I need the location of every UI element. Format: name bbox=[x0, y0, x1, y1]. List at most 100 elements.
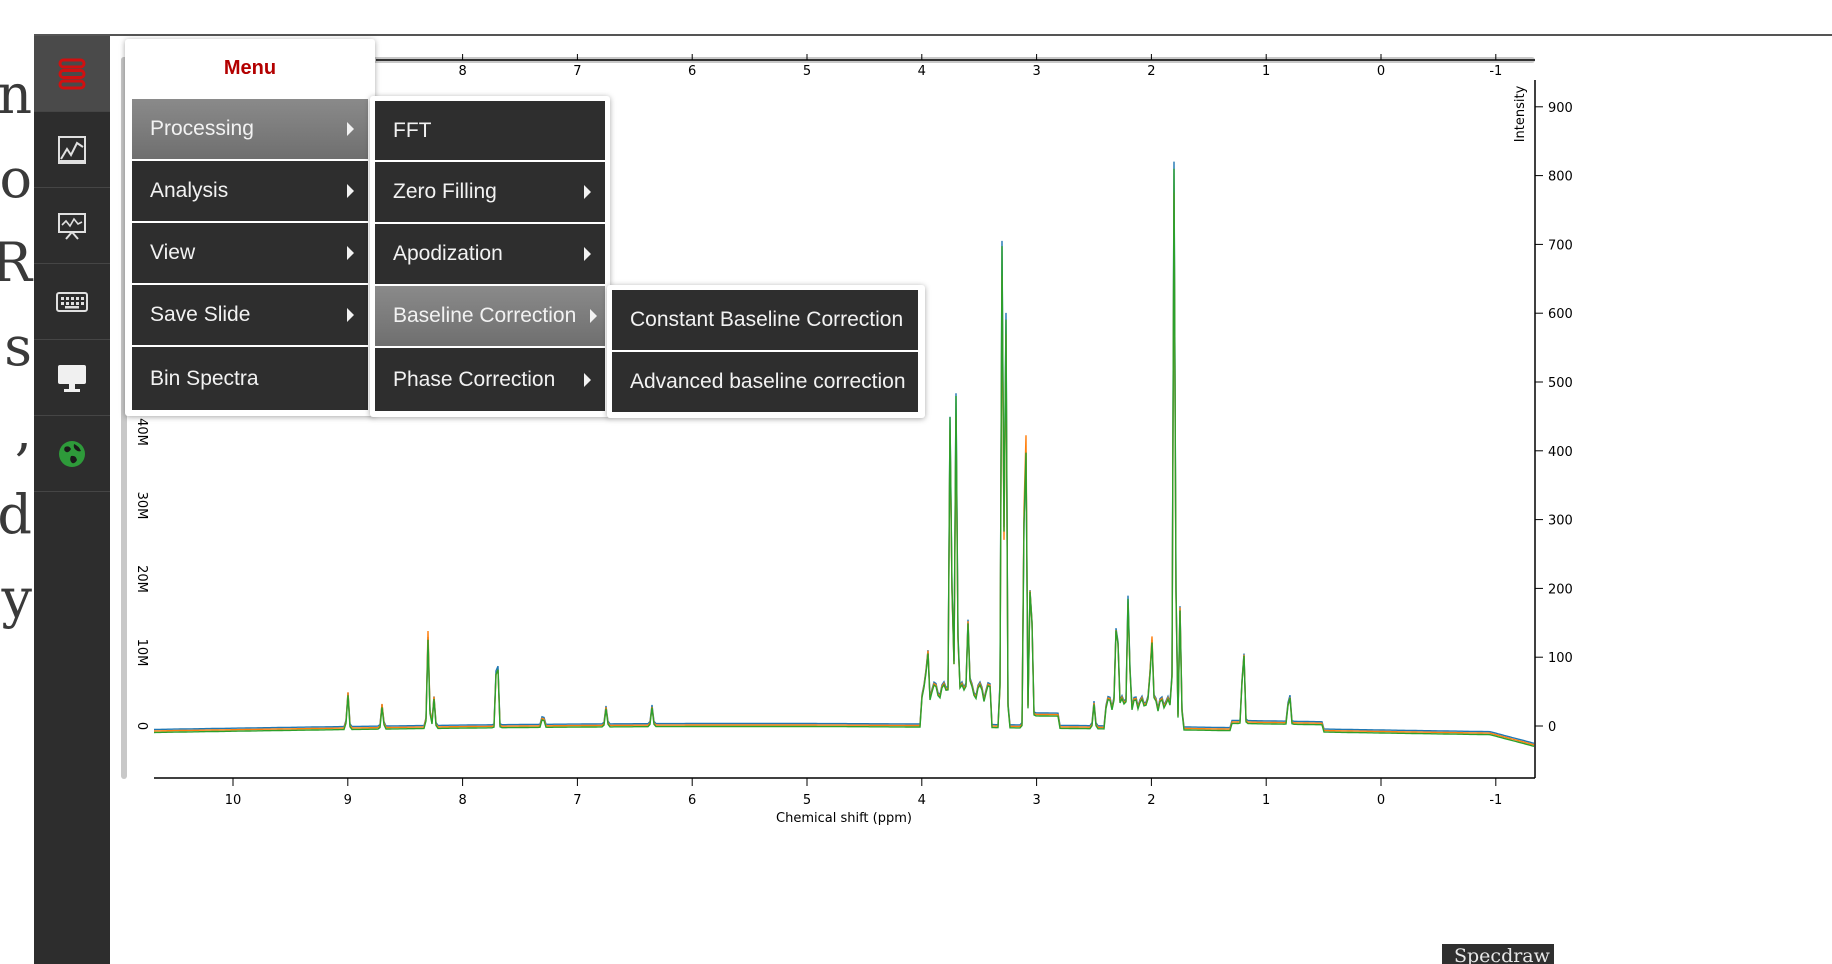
menu-item-fft[interactable]: FFT bbox=[375, 101, 605, 160]
presentation-button[interactable] bbox=[34, 188, 110, 264]
submenu-arrow-icon bbox=[347, 184, 354, 198]
submenu-arrow-icon bbox=[347, 122, 354, 136]
right-y-tick-label: 100 bbox=[1548, 651, 1573, 666]
side-letter: n bbox=[0, 63, 32, 126]
right-y-tick-label: 400 bbox=[1548, 445, 1573, 460]
menu-item-bin-spectra[interactable]: Bin Spectra bbox=[132, 347, 368, 410]
x-tick-label: 1 bbox=[1262, 793, 1270, 808]
y-axis-label: Intensity bbox=[1513, 85, 1528, 142]
submenu-arrow-icon bbox=[584, 185, 591, 199]
menu-item-label: Constant Baseline Correction bbox=[630, 308, 904, 331]
right-y-tick-label: 700 bbox=[1548, 238, 1573, 253]
side-letter: y bbox=[1, 567, 32, 630]
menu-item-analysis[interactable]: Analysis bbox=[132, 161, 368, 221]
menu-item-zero-filling[interactable]: Zero Filling bbox=[375, 162, 605, 222]
top-x-tick-label: 2 bbox=[1147, 64, 1155, 79]
top-x-tick-label: 1 bbox=[1262, 64, 1270, 79]
menu-item-constant-baseline-correction[interactable]: Constant Baseline Correction bbox=[612, 290, 918, 350]
menu-item-label: FFT bbox=[393, 118, 432, 142]
submenu-arrow-icon bbox=[347, 308, 354, 322]
left-y-tick-label: 10M bbox=[134, 639, 149, 667]
menu-item-advanced-baseline-correction[interactable]: Advanced baseline correction bbox=[612, 352, 918, 412]
baseline-submenu: Constant Baseline Correction Advanced ba… bbox=[607, 285, 925, 418]
menu-item-label: Phase Correction bbox=[393, 367, 556, 391]
x-axis-label: Chemical shift (ppm) bbox=[776, 811, 912, 826]
menu-title: Menu bbox=[223, 56, 277, 79]
line-chart-icon bbox=[58, 135, 86, 164]
x-tick-label: 8 bbox=[458, 793, 466, 808]
menu-item-label: Apodization bbox=[393, 242, 503, 265]
x-tick-label: -1 bbox=[1489, 793, 1502, 808]
x-tick-label: 0 bbox=[1377, 793, 1385, 808]
menu-item-phase-correction[interactable]: Phase Correction bbox=[375, 348, 605, 411]
menu-item-label: Zero Filling bbox=[393, 180, 497, 203]
app-top-border bbox=[34, 34, 1832, 36]
x-tick-label: 7 bbox=[573, 793, 581, 808]
menu-item-label: Analysis bbox=[150, 179, 229, 202]
top-x-tick-label: 6 bbox=[688, 64, 696, 79]
x-tick-label: 6 bbox=[688, 793, 696, 808]
menu-item-save-slide[interactable]: Save Slide bbox=[132, 285, 368, 345]
x-tick-label: 10 bbox=[225, 793, 242, 808]
side-letter: o bbox=[0, 147, 32, 210]
menu-item-label: Baseline Correction bbox=[393, 304, 577, 327]
left-y-tick-label: 0 bbox=[134, 722, 149, 730]
top-x-tick-label: 0 bbox=[1377, 64, 1385, 79]
side-letter: d bbox=[0, 483, 32, 546]
top-x-tick-label: 4 bbox=[918, 64, 926, 79]
left-y-tick-label: 30M bbox=[134, 492, 149, 520]
menu-item-baseline-correction[interactable]: Baseline Correction bbox=[375, 286, 605, 346]
menu-toggle-button[interactable] bbox=[34, 36, 110, 112]
x-tick-label: 2 bbox=[1147, 793, 1155, 808]
keyboard-button[interactable] bbox=[34, 264, 110, 340]
spectrum-series-green bbox=[153, 168, 1535, 747]
left-toolbar bbox=[34, 36, 110, 964]
menu-item-label: Save Slide bbox=[150, 303, 251, 326]
app-watermark: Specdraw bbox=[1442, 944, 1554, 964]
menu-item-label: View bbox=[150, 241, 196, 264]
left-y-tick-label: 40M bbox=[134, 418, 149, 446]
web-button[interactable] bbox=[34, 416, 110, 492]
x-tick-label: 4 bbox=[918, 793, 926, 808]
monitor-icon bbox=[58, 364, 86, 392]
top-x-tick-label: 5 bbox=[803, 64, 811, 79]
side-letter: R bbox=[0, 231, 32, 294]
menu-item-label: Bin Spectra bbox=[150, 366, 259, 390]
x-tick-label: 9 bbox=[344, 793, 352, 808]
menu-item-apodization[interactable]: Apodization bbox=[375, 224, 605, 284]
right-y-tick-label: 900 bbox=[1548, 101, 1573, 116]
display-button[interactable] bbox=[34, 340, 110, 416]
menu-item-label: Processing bbox=[150, 117, 254, 140]
globe-icon bbox=[59, 440, 85, 467]
right-y-tick-label: 300 bbox=[1548, 514, 1573, 529]
spectrum-view-button[interactable] bbox=[34, 112, 110, 188]
menu-item-view[interactable]: View bbox=[132, 223, 368, 283]
right-y-tick-label: 800 bbox=[1548, 170, 1573, 185]
right-y-tick-label: 600 bbox=[1548, 307, 1573, 322]
side-letter: , bbox=[14, 399, 32, 462]
submenu-arrow-icon bbox=[590, 309, 597, 323]
presentation-chart-icon bbox=[58, 212, 86, 240]
right-y-tick-label: 500 bbox=[1548, 376, 1573, 391]
stacked-layers-icon bbox=[58, 58, 86, 89]
top-x-tick-label: -1 bbox=[1489, 64, 1502, 79]
submenu-arrow-icon bbox=[347, 246, 354, 260]
top-x-tick-label: 3 bbox=[1032, 64, 1040, 79]
left-y-tick-label: 20M bbox=[134, 565, 149, 593]
keyboard-icon bbox=[56, 291, 88, 312]
x-tick-label: 3 bbox=[1032, 793, 1040, 808]
main-menu: Menu Processing Analysis View Save Slide… bbox=[125, 39, 375, 416]
top-x-tick-label: 7 bbox=[573, 64, 581, 79]
top-x-tick-label: 8 bbox=[458, 64, 466, 79]
menu-item-processing[interactable]: Processing bbox=[132, 99, 368, 159]
x-tick-label: 5 bbox=[803, 793, 811, 808]
right-y-tick-label: 200 bbox=[1548, 582, 1573, 597]
processing-submenu: FFT Zero Filling Apodization Baseline Co… bbox=[370, 96, 610, 417]
submenu-arrow-icon bbox=[584, 372, 591, 387]
menu-item-label: Advanced baseline correction bbox=[630, 370, 906, 393]
right-y-tick-label: 0 bbox=[1548, 720, 1556, 735]
side-letter: s bbox=[4, 315, 32, 378]
background-page-text: n o R s , d y bbox=[0, 40, 34, 940]
submenu-arrow-icon bbox=[584, 247, 591, 261]
